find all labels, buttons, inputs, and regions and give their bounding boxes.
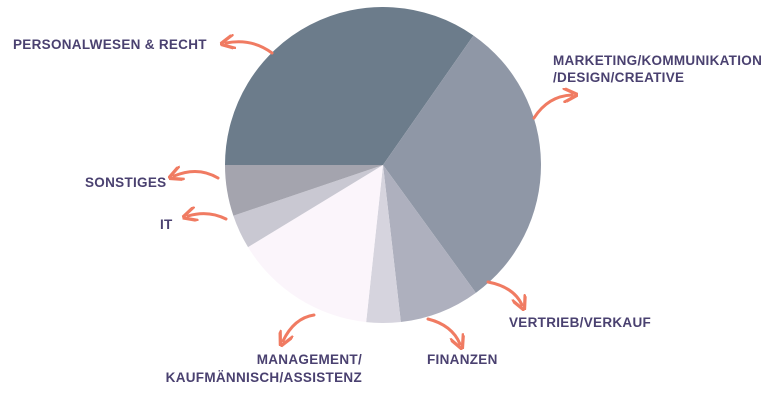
pie-slice-it [233,165,383,248]
arrow-personalwesen [226,42,274,55]
pie-slice-management-kaufmännisch-assistenz [248,165,383,323]
arrow-vertrieb [486,280,522,305]
label-it: IT [160,217,173,232]
pie-slice-finanzen [366,165,401,323]
pie-slice-personalwesen-recht [225,7,474,166]
pie-slices [225,7,541,323]
pie-slice-sonstiges [225,165,383,216]
callout-arrows [174,42,572,344]
arrow-marketing [532,95,572,120]
label-management-line2: KAUFMÄNNISCH/ASSISTENZ [166,370,362,385]
label-marketing-line2: /DESIGN/CREATIVE [553,70,684,85]
label-marketing-line1: MARKETING/KOMMUNIKATION [553,53,762,68]
label-personalwesen: PERSONALWESEN & RECHT [13,37,207,52]
arrow-finanzen [426,317,460,344]
pie-slice-marketing-kommunikation-design-creative [383,35,541,293]
arrow-management [283,313,316,341]
pie-slice-vertrieb-verkauf [383,165,476,322]
label-sonstiges: SONSTIGES [85,175,166,190]
label-vertrieb: VERTRIEB/VERKAUF [509,315,651,330]
label-finanzen: FINANZEN [427,352,498,367]
arrow-it [188,214,228,219]
label-management-line1: MANAGEMENT/ [257,352,362,367]
arrow-sonstiges [174,171,220,178]
